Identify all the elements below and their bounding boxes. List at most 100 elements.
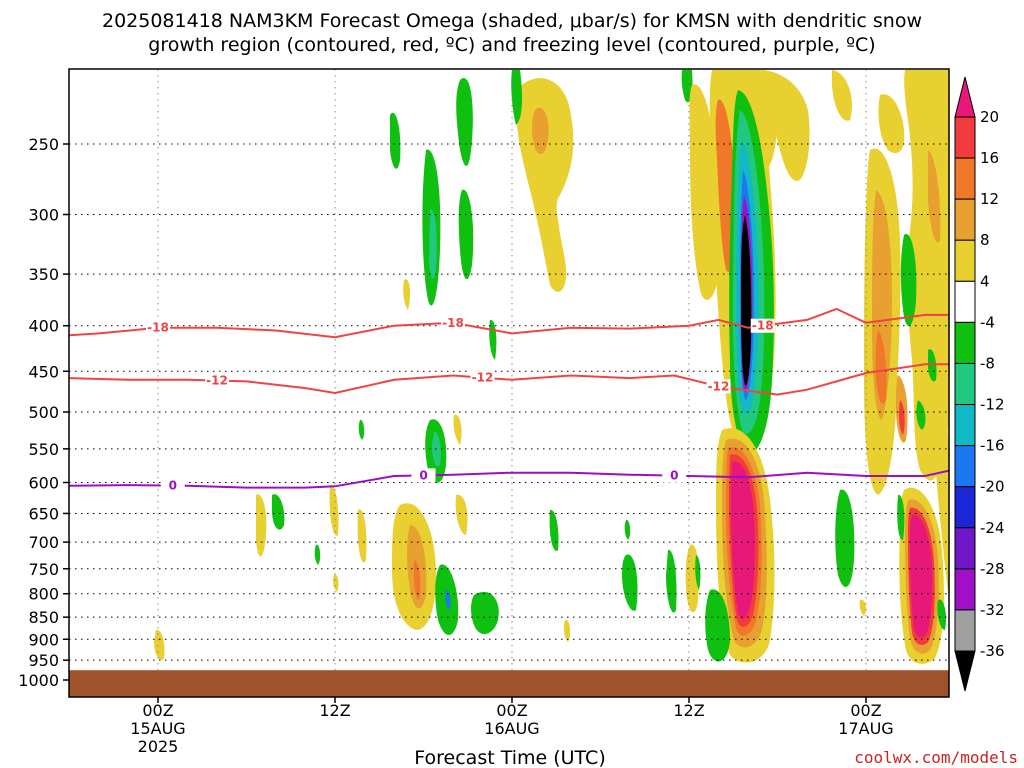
y-tick-label: 750 xyxy=(28,560,59,579)
omega-negative-region xyxy=(681,70,693,103)
colorbar-segment xyxy=(954,280,976,323)
omega-negative-region xyxy=(666,549,677,613)
omega-positive-region xyxy=(413,560,421,600)
contour-label: 0 xyxy=(670,469,678,483)
contour-label: 0 xyxy=(419,468,427,482)
omega-positive-region xyxy=(357,509,367,563)
omega-positive-region xyxy=(878,94,905,154)
colorbar-segment xyxy=(954,486,976,529)
y-tick-label: 450 xyxy=(28,362,59,381)
omega-positive-region xyxy=(932,399,949,600)
y-tick-label: 900 xyxy=(28,630,59,649)
omega-positive-region xyxy=(256,494,267,557)
colorbar-segment xyxy=(954,76,976,118)
x-tick-label: 2025 xyxy=(138,737,179,756)
omega-negative-region xyxy=(314,544,321,565)
colorbar-tick-label: -8 xyxy=(980,354,995,372)
x-tick-label: 16AUG xyxy=(484,719,539,738)
credit-text: coolwx.com/models xyxy=(854,748,1018,767)
x-tick-label: 12Z xyxy=(673,701,704,720)
omega-negative-region xyxy=(916,400,926,430)
omega-positive-region xyxy=(750,70,777,169)
colorbar-tick-label: 16 xyxy=(980,149,999,167)
x-tick-label: 17AUG xyxy=(838,719,893,738)
x-tick-label: 00Z xyxy=(496,701,527,720)
omega-positive-region xyxy=(899,400,905,435)
colorbar-segment xyxy=(954,404,976,447)
contour-label: -12 xyxy=(472,371,494,385)
plot-background xyxy=(69,69,949,697)
chart-title-line-1: 2025081418 NAM3KM Forecast Omega (shaded… xyxy=(102,10,922,32)
omega-positive-region xyxy=(403,279,411,310)
omega-negative-region xyxy=(471,591,499,635)
contour-line xyxy=(69,363,949,396)
omega-negative-region xyxy=(445,590,451,610)
omega-positive-region xyxy=(333,574,339,592)
contour-label-bg xyxy=(662,468,687,483)
omega-positive-region xyxy=(875,330,887,404)
colorbar-segment xyxy=(954,650,976,692)
omega-positive-region xyxy=(928,150,941,243)
omega-negative-region xyxy=(358,419,365,440)
contour-label-bg xyxy=(205,373,229,388)
plot-frame xyxy=(68,68,950,698)
y-tick-label: 250 xyxy=(28,135,59,154)
omega-positive-region xyxy=(564,619,571,642)
colorbar-segment xyxy=(954,157,976,200)
contour-label-bg xyxy=(146,320,170,335)
contour-label: -12 xyxy=(708,379,730,393)
y-tick-label: 500 xyxy=(28,403,59,422)
x-tick-label: 00Z xyxy=(850,701,881,720)
omega-negative-region xyxy=(390,112,401,169)
x-tick-label: 15AUG xyxy=(130,719,185,738)
contour-label: -18 xyxy=(147,321,169,335)
colorbar-tick-label: -16 xyxy=(980,437,1005,455)
colorbar-tick-label: 20 xyxy=(980,108,999,126)
omega-positive-region xyxy=(731,461,755,620)
colorbar-segment xyxy=(954,198,976,241)
plot-area: -18 -18 -18 -12 -12 -12 0 0 0 xyxy=(69,69,949,697)
omega-negative-region xyxy=(272,494,285,530)
contour-label-bg xyxy=(706,379,731,394)
y-tick-label: 400 xyxy=(28,317,59,336)
contour-label-bg xyxy=(160,478,185,493)
y-tick-label: 550 xyxy=(28,440,59,459)
omega-positive-region xyxy=(329,484,339,536)
omega-positive-region xyxy=(904,70,949,481)
colorbar-tick-label: -32 xyxy=(980,601,1005,619)
x-tick-label: 12Z xyxy=(319,701,350,720)
omega-shading xyxy=(154,70,949,664)
colorbar-tick-label: 4 xyxy=(980,272,990,290)
contour-line xyxy=(69,307,949,339)
omega-negative-region xyxy=(695,555,701,590)
contour-label: 0 xyxy=(169,479,177,493)
y-tick-label: 800 xyxy=(28,585,59,604)
y-tick-label: 600 xyxy=(28,473,59,492)
y-tick-label: 950 xyxy=(28,651,59,670)
colorbar-segment xyxy=(954,568,976,611)
colorbar-segment xyxy=(954,609,976,652)
y-tick-label: 700 xyxy=(28,533,59,552)
contour-label-bg xyxy=(470,370,495,385)
chart-title-line-2: growth region (contoured, red, ºC) and f… xyxy=(148,34,875,56)
colorbar-tick-label: -4 xyxy=(980,313,995,331)
x-tick-label: 00Z xyxy=(142,701,173,720)
y-tick-label: 350 xyxy=(28,265,59,284)
contour-label-bg xyxy=(750,318,775,333)
colorbar-tick-label: -20 xyxy=(980,478,1005,496)
omega-positive-region xyxy=(831,70,852,121)
y-tick-label: 650 xyxy=(28,504,59,523)
gridlines xyxy=(69,69,949,697)
contour-label: -18 xyxy=(442,316,464,330)
omega-positive-region xyxy=(453,414,462,445)
colorbar: 20 16 12 8 4 -4 -8 -12 -16 -20 -24 -28 -32 -36 xyxy=(954,76,1005,692)
omega-negative-region xyxy=(429,209,437,279)
y-tick-label: 850 xyxy=(28,608,59,627)
colorbar-tick-label: 12 xyxy=(980,190,999,208)
omega-negative-region xyxy=(897,494,905,540)
omega-positive-region xyxy=(545,199,561,283)
colorbar-segment xyxy=(954,321,976,364)
x-axis-label: Forecast Time (UTC) xyxy=(414,747,605,768)
